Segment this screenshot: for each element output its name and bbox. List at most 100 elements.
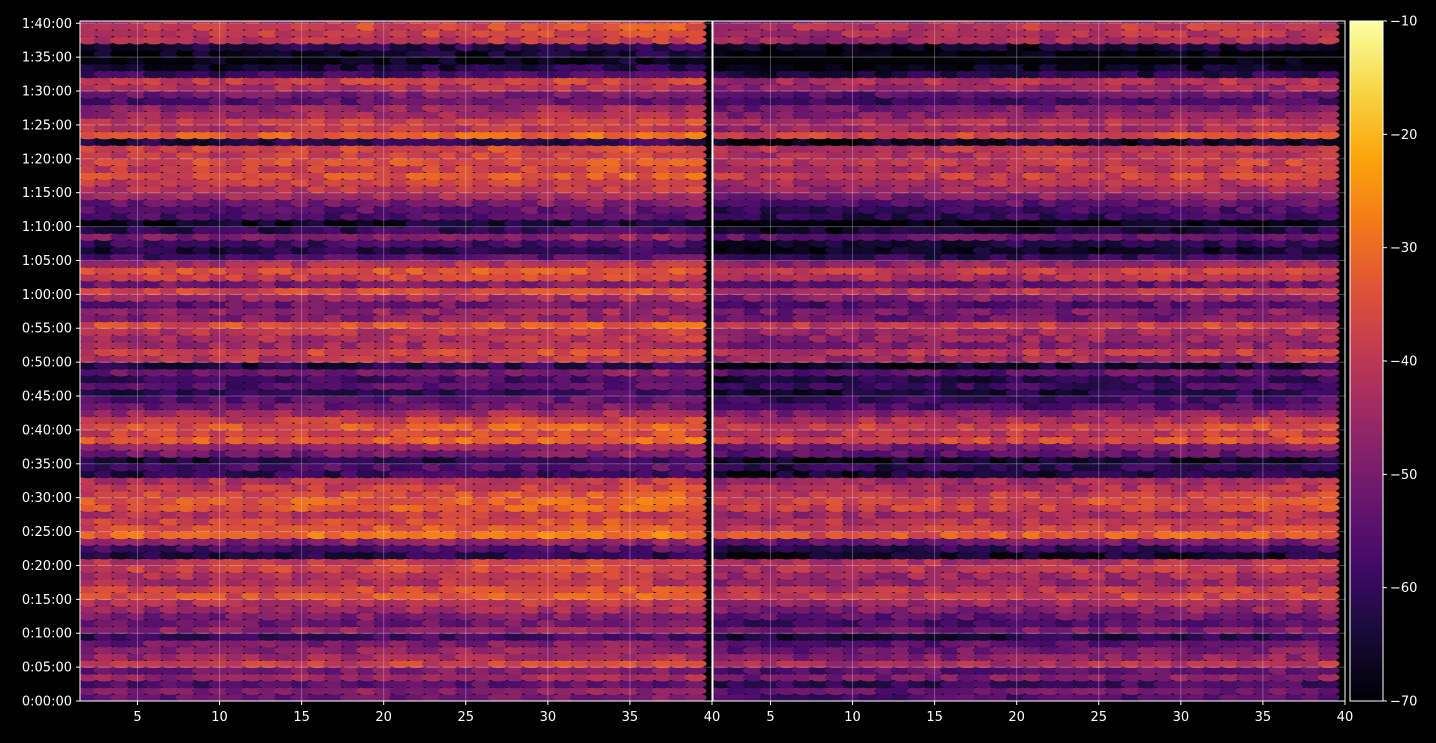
heat-cell — [175, 354, 198, 363]
heat-cell — [356, 591, 379, 601]
heat-cell — [471, 679, 494, 689]
heat-cell — [389, 273, 412, 282]
heat-cell — [487, 652, 510, 662]
heat-cell — [504, 598, 526, 607]
heat-cell — [175, 361, 198, 370]
heat-cell — [471, 422, 494, 431]
heat-cell — [290, 490, 313, 499]
heat-cell — [175, 469, 198, 479]
heat-cell — [635, 591, 658, 601]
heat-cell — [389, 449, 412, 458]
heat-cell — [307, 605, 329, 614]
heat-cell — [356, 659, 379, 668]
heat-cell — [602, 381, 625, 391]
heat-cell — [110, 435, 132, 445]
heat-cell — [536, 476, 559, 485]
heat-cell — [536, 246, 559, 255]
heat-cell — [208, 632, 231, 641]
heat-cell — [421, 225, 444, 235]
heat-cell — [602, 259, 625, 269]
heat-cell — [405, 524, 428, 533]
heat-cell — [372, 341, 395, 350]
heat-cell — [389, 313, 412, 323]
heat-cell — [487, 524, 510, 533]
heat-cell — [142, 483, 165, 492]
heat-cell — [175, 341, 198, 350]
heat-cell — [224, 320, 247, 330]
heat-cell — [142, 395, 165, 404]
heat-cell — [208, 564, 231, 573]
heat-cell — [307, 381, 329, 391]
heat-cell — [438, 557, 461, 567]
heat-cell — [635, 503, 658, 512]
heat-cell — [635, 483, 658, 492]
heat-cell — [602, 483, 625, 492]
heat-cell — [602, 530, 625, 540]
heat-cell — [684, 632, 707, 641]
heat-cell — [504, 429, 526, 438]
heat-cell — [668, 307, 691, 316]
heat-cell — [142, 368, 165, 377]
heat-cell — [126, 422, 149, 431]
heat-cell — [586, 320, 609, 330]
heat-cell — [339, 361, 362, 370]
heat-cell — [372, 266, 395, 275]
heat-cell — [536, 239, 559, 248]
heat-cell — [421, 490, 444, 499]
heat-cell — [602, 334, 625, 343]
heat-cell — [471, 551, 494, 560]
heat-cell — [454, 496, 477, 506]
heat-cell — [241, 259, 264, 269]
heat-cell — [80, 456, 100, 465]
heat-cell — [110, 585, 132, 594]
heat-cell — [208, 659, 231, 668]
heat-cell — [307, 578, 329, 587]
heat-cell — [586, 361, 609, 370]
heat-cell — [175, 239, 198, 248]
heat-cell — [159, 524, 182, 533]
heat-cell — [110, 374, 132, 384]
heat-cell — [389, 320, 412, 330]
heat-cell — [323, 408, 346, 418]
heat-cell — [405, 517, 428, 526]
heat-cell — [586, 618, 609, 628]
heat-cell — [290, 368, 313, 377]
heat-cell — [372, 632, 395, 641]
heat-cell — [290, 435, 313, 445]
heat-cell — [307, 239, 329, 248]
heat-cell — [80, 639, 100, 648]
heat-cell — [175, 652, 198, 662]
heat-cell — [307, 300, 329, 309]
heat-cell — [504, 381, 526, 391]
heat-cell — [126, 246, 149, 255]
heat-cell — [569, 673, 592, 682]
heat-cell — [110, 361, 132, 370]
heat-cell — [389, 456, 412, 465]
heat-cell — [504, 625, 526, 634]
heat-cell — [126, 388, 149, 397]
heat-cell — [421, 598, 444, 607]
heat-cell — [356, 435, 379, 445]
heat-cell — [224, 259, 247, 269]
heat-cell — [504, 564, 526, 573]
heat-cell — [339, 686, 362, 695]
heat-cell — [208, 266, 231, 275]
heat-cell — [241, 659, 264, 668]
heat-cell — [241, 266, 264, 275]
heat-cell — [569, 693, 592, 701]
heat-cell — [520, 354, 543, 363]
heat-cell — [421, 585, 444, 594]
heat-cell — [339, 388, 362, 397]
heat-cell — [684, 286, 707, 296]
heat-cell — [93, 632, 116, 641]
heat-cell — [586, 598, 609, 607]
heat-cell — [257, 490, 280, 499]
heat-cell — [241, 524, 264, 533]
heat-cell — [668, 557, 691, 567]
heat-cell — [208, 422, 231, 431]
heat-cell — [487, 442, 510, 451]
heat-cell — [684, 490, 707, 499]
heat-cell — [126, 381, 149, 391]
heat-cell — [389, 334, 412, 343]
heat-cell — [274, 517, 297, 526]
